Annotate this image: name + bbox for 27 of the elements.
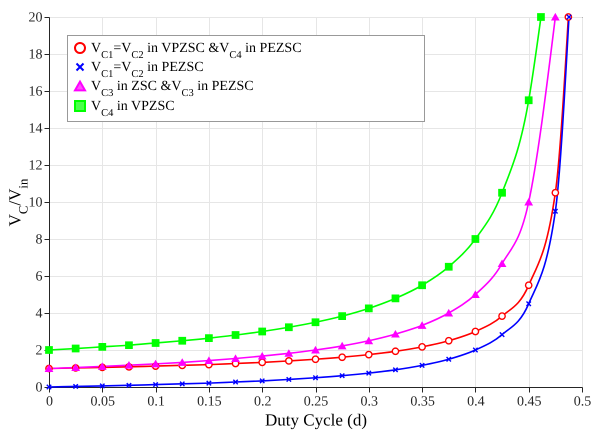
y-tick-label: 10 xyxy=(28,196,42,210)
x-tick-label: 0.05 xyxy=(90,394,116,410)
y-tick-label: 8 xyxy=(36,232,42,248)
y-tick-label: 2 xyxy=(36,344,42,358)
legend-label: V$_{C3}$ in ZSC &V$_{C3}$ in PEZSC xyxy=(91,79,254,98)
y-tick-label: 16 xyxy=(28,84,42,100)
y-tick-label: 18 xyxy=(28,48,42,62)
y-tick-label: 6 xyxy=(36,270,42,284)
x-tick-label: 0.45 xyxy=(516,394,542,410)
y-tick-label: 4 xyxy=(36,306,42,322)
x-axis-title: Duty Cycle (d) xyxy=(265,410,367,430)
x-tick-label: 0.3 xyxy=(360,394,378,410)
legend-label: V$_{C1}$=V$_{C2}$ in VPZSC &V$_{C4}$ in PEZSC xyxy=(91,41,302,60)
y-tick-label: 14 xyxy=(28,122,42,136)
y-tick-label: 12 xyxy=(28,158,42,174)
y-tick-label: 0 xyxy=(36,380,42,396)
x-tick-label: 0.25 xyxy=(304,394,328,410)
x-tick-label: 0.2 xyxy=(254,394,272,410)
x-tick-label: 0 xyxy=(46,394,53,410)
x-tick-label: 0.4 xyxy=(467,394,485,410)
legend-label: V$_{C1}$=V$_{C2}$ in PEZSC xyxy=(91,60,204,80)
x-tick-label: 0.15 xyxy=(197,394,222,410)
legend-label: V$_{C4}$ in VPZSC xyxy=(91,99,175,118)
x-tick-label: 0.1 xyxy=(147,394,165,410)
x-tick-label: 0.5 xyxy=(574,394,592,410)
y-tick-label: 20 xyxy=(28,10,42,26)
x-tick-label: 0.35 xyxy=(410,394,435,410)
